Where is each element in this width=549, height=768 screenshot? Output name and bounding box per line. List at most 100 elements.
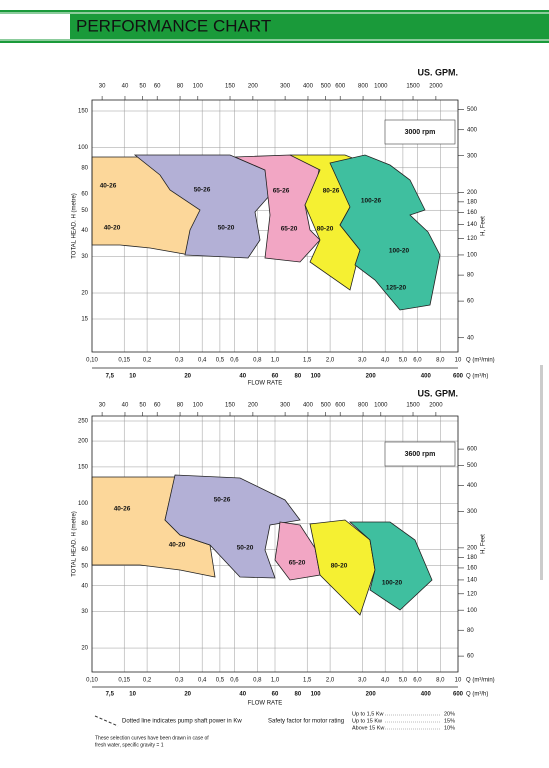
region <box>164 474 301 579</box>
qh-tick-label: 60 <box>272 692 279 698</box>
head-tick-label: 60 <box>81 191 88 197</box>
feet-tick-label: 80 <box>467 628 474 634</box>
pump-regions <box>91 474 433 616</box>
qmin-tick-label: 0,2 <box>143 358 152 364</box>
feet-tick-label: 60 <box>467 299 474 305</box>
qh-tick-label: 10 <box>129 692 136 698</box>
qmin-tick-label: 1,5 <box>303 358 312 364</box>
frame <box>91 415 459 673</box>
pump-label: 100-20 <box>382 580 403 587</box>
gpm-tick-label: 2000 <box>429 403 443 409</box>
qh-tick-label: 400 <box>421 692 432 698</box>
title-band <box>0 10 549 43</box>
feet-tick-label: 600 <box>467 447 478 453</box>
gpm-tick-label: 60 <box>154 84 161 90</box>
qh-tick-label: 200 <box>366 692 377 698</box>
gpm-tick-label: 600 <box>335 84 346 90</box>
legend-dash <box>94 715 119 727</box>
head-tick-label: 30 <box>81 609 88 615</box>
qmin-tick-label: 2,0 <box>326 678 335 684</box>
pump-label: 100-20 <box>389 248 410 255</box>
qmin-tick-label: 0,8 <box>253 678 262 684</box>
qh-tick-label: 200 <box>366 374 377 380</box>
qmin-tick-label: 0,4 <box>198 678 207 684</box>
safety-range: Up to 15 Kw <box>352 718 382 724</box>
pump-label: 80-20 <box>317 226 334 233</box>
pump-label: 65-20 <box>281 226 298 233</box>
footer-note: Safety factor for motor rating <box>268 719 344 725</box>
pump-label: 100-26 <box>361 198 382 205</box>
feet-tick-label: 500 <box>467 107 478 113</box>
x-axis-label: FLOW RATE <box>248 381 283 387</box>
qmin-tick-label: 5,0 <box>399 678 408 684</box>
pump-label: 50-26 <box>214 497 231 504</box>
head-tick-label: 250 <box>78 419 89 425</box>
region <box>274 521 321 581</box>
qmin-tick-label: 1,0 <box>271 678 280 684</box>
feet-tick-label: 120 <box>467 236 478 242</box>
qmin-tick-label: 0,2 <box>143 678 152 684</box>
region <box>329 154 441 311</box>
speed-label: 3000 rpm <box>405 129 436 136</box>
axis-unit: US. GPM. <box>417 388 458 398</box>
head-tick-label: 20 <box>81 291 88 297</box>
qmin-tick-label: 0,4 <box>198 358 207 364</box>
qmin-tick-label: 8,0 <box>436 358 445 364</box>
head-tick-label: 100 <box>78 501 89 507</box>
gpm-tick-label: 400 <box>303 84 314 90</box>
pump-label: 50-20 <box>218 225 235 232</box>
gpm-tick-label: 60 <box>154 403 161 409</box>
head-tick-label: 40 <box>81 583 88 589</box>
pump-label: 40-26 <box>100 183 117 190</box>
gpm-tick-label: 50 <box>139 403 146 409</box>
feet-tick-label: 300 <box>467 153 478 159</box>
frame <box>91 99 459 353</box>
feet-tick-label: 400 <box>467 127 478 133</box>
gpm-tick-label: 150 <box>225 84 236 90</box>
qmin-tick-label: 1,0 <box>271 358 280 364</box>
qmin-tick-label: 0,10 <box>86 678 98 684</box>
y-axis-label: TOTAL HEAD. H (metre) <box>72 193 78 259</box>
feet-tick-label: 180 <box>467 555 478 561</box>
qh-tick-label: 7,5 <box>106 374 115 380</box>
y2-axis-label: H, Feet <box>481 534 487 554</box>
speed-label: 3600 rpm <box>405 451 436 458</box>
qmin-tick-label: 0,5 <box>216 358 225 364</box>
feet-tick-label: 80 <box>467 273 474 279</box>
feet-tick-label: 400 <box>467 483 478 489</box>
head-tick-label: 80 <box>81 165 88 171</box>
region <box>309 519 376 616</box>
safety-factor: 10% <box>444 725 455 731</box>
pump-label: 40-26 <box>114 506 131 513</box>
qh-tick-label: 400 <box>421 374 432 380</box>
gpm-tick-label: 80 <box>177 84 184 90</box>
qmin-tick-label: 4,0 <box>381 358 390 364</box>
pump-regions <box>91 154 441 311</box>
feet-tick-label: 160 <box>467 566 478 572</box>
feet-tick-label: 300 <box>467 509 478 515</box>
feet-tick-label: 60 <box>467 654 474 660</box>
feet-tick-label: 140 <box>467 222 478 228</box>
pump-label: 65-26 <box>273 188 290 195</box>
qmin-tick-label: 0,15 <box>118 678 130 684</box>
head-tick-label: 40 <box>81 228 88 234</box>
feet-tick-label: 140 <box>467 578 478 584</box>
head-tick-label: 20 <box>81 646 88 652</box>
qh-tick-label: 60 <box>272 374 279 380</box>
axis-unit: US. GPM. <box>417 67 458 77</box>
region <box>348 521 433 611</box>
qmin-tick-label: 10 <box>455 358 462 364</box>
qmin-tick-label: 6,0 <box>413 358 422 364</box>
feet-tick-label: 200 <box>467 545 478 551</box>
qmin-tick-label: 0,6 <box>230 358 239 364</box>
qmin-tick-label: 0,6 <box>230 678 239 684</box>
qmin-tick-label: 0,3 <box>175 678 184 684</box>
feet-tick-label: 180 <box>467 199 478 205</box>
qmin-tick-label: 0,3 <box>175 358 184 364</box>
gpm-tick-label: 400 <box>303 403 314 409</box>
qh-tick-label: 600 <box>453 374 464 380</box>
qh-tick-label: 100 <box>311 692 322 698</box>
pump-label: 125-20 <box>386 285 407 292</box>
feet-tick-label: 120 <box>467 591 478 597</box>
footer-note: These selection curves have been drawn i… <box>95 735 209 741</box>
